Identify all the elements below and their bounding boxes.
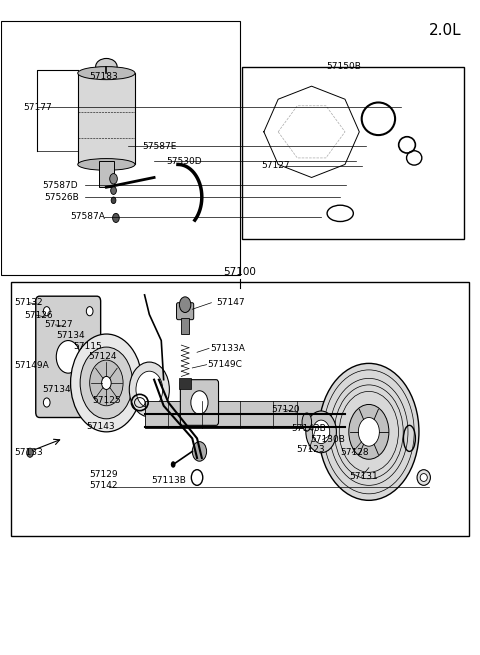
Text: 57131: 57131 (350, 472, 379, 481)
Circle shape (90, 360, 123, 405)
Text: 57183: 57183 (90, 72, 119, 81)
FancyBboxPatch shape (180, 380, 218, 425)
Circle shape (192, 441, 206, 461)
Bar (1, 21, 240, 275)
Bar (144, 401, 336, 428)
Circle shape (349, 404, 389, 459)
Text: 57143: 57143 (86, 422, 115, 431)
Circle shape (319, 364, 419, 500)
Circle shape (136, 371, 163, 407)
Ellipse shape (420, 474, 427, 481)
Circle shape (111, 197, 116, 204)
Circle shape (27, 448, 34, 457)
Circle shape (180, 297, 191, 312)
Bar (11, 282, 469, 536)
Ellipse shape (302, 413, 312, 431)
Circle shape (306, 411, 336, 453)
Text: 57127: 57127 (262, 161, 290, 170)
Text: 57100: 57100 (224, 267, 256, 277)
Circle shape (171, 461, 176, 468)
Text: 57124: 57124 (88, 352, 117, 361)
Text: 57134: 57134 (42, 385, 71, 394)
Text: 57587D: 57587D (42, 181, 78, 190)
Circle shape (129, 362, 169, 417)
Circle shape (86, 398, 93, 407)
Text: 57123: 57123 (296, 445, 325, 454)
Circle shape (80, 347, 132, 419)
Text: 57130B: 57130B (311, 435, 346, 444)
Text: 57120: 57120 (271, 405, 300, 413)
Text: 57134: 57134 (56, 331, 85, 340)
Text: 57147: 57147 (216, 298, 245, 307)
Text: 57143B: 57143B (291, 424, 326, 433)
Bar (181, 318, 189, 334)
Circle shape (312, 420, 330, 443)
Text: 57126: 57126 (24, 310, 53, 320)
Text: 57115: 57115 (73, 342, 102, 351)
Ellipse shape (78, 159, 135, 170)
Circle shape (359, 417, 379, 446)
Circle shape (102, 377, 111, 390)
Text: 57587E: 57587E (142, 141, 177, 151)
Text: 57530D: 57530D (166, 157, 202, 166)
Text: 57526B: 57526B (44, 193, 79, 202)
Bar (242, 67, 464, 240)
Circle shape (191, 391, 208, 414)
Circle shape (56, 341, 80, 373)
Text: 57129: 57129 (90, 470, 118, 479)
Circle shape (43, 398, 50, 407)
Text: 57125: 57125 (92, 396, 120, 405)
Circle shape (71, 334, 142, 432)
Text: 57149C: 57149C (207, 360, 242, 369)
Circle shape (113, 214, 119, 223)
Text: 57142: 57142 (90, 481, 118, 490)
Circle shape (43, 307, 50, 316)
Text: 57150B: 57150B (326, 62, 361, 71)
Text: 57133A: 57133A (210, 344, 245, 353)
Text: 57113B: 57113B (152, 476, 187, 485)
Bar (99, 161, 114, 187)
Text: 2.0L: 2.0L (429, 23, 461, 38)
Bar (78, 73, 135, 164)
Text: 57127: 57127 (44, 320, 73, 329)
Bar (180, 378, 191, 390)
Ellipse shape (417, 470, 431, 485)
FancyBboxPatch shape (36, 296, 101, 417)
Circle shape (86, 307, 93, 316)
Ellipse shape (78, 67, 135, 80)
Text: 57149A: 57149A (15, 362, 49, 371)
Circle shape (110, 174, 117, 184)
FancyBboxPatch shape (177, 303, 194, 320)
Text: 57177: 57177 (23, 103, 52, 111)
Circle shape (111, 187, 116, 195)
Text: 57128: 57128 (340, 448, 369, 457)
Text: 57133: 57133 (15, 448, 44, 457)
Ellipse shape (96, 58, 117, 75)
Text: 57132: 57132 (15, 298, 43, 307)
Text: 57587A: 57587A (71, 212, 106, 221)
